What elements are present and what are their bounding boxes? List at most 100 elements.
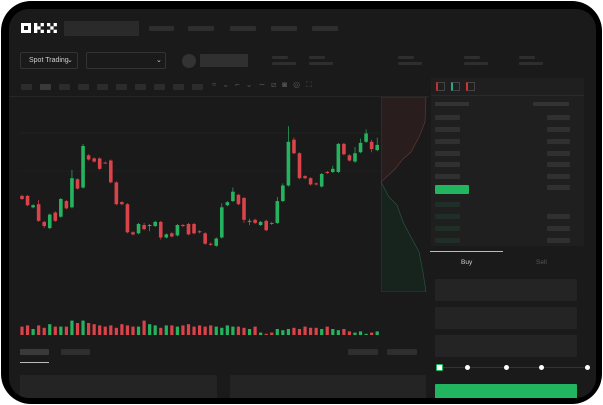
volume-bar: [192, 326, 196, 335]
pair-price: [200, 54, 248, 67]
pair-dropdown[interactable]: ⌄: [86, 52, 166, 69]
candlestick-chart[interactable]: [9, 97, 429, 337]
volume-bar: [353, 332, 357, 335]
timeframe-button[interactable]: [78, 84, 89, 90]
candle-body: [347, 155, 352, 161]
tab-buy[interactable]: Buy: [461, 259, 473, 266]
book-header: [533, 102, 569, 106]
timeframe-button[interactable]: [21, 84, 32, 90]
buy-button[interactable]: [435, 384, 577, 398]
ask-price: [435, 115, 460, 120]
draw-icon[interactable]: ⌐: [235, 80, 246, 89]
slider-stop[interactable]: [539, 365, 544, 370]
bid-amount: [547, 226, 570, 231]
chevron-down-icon[interactable]: ⌄: [245, 80, 259, 89]
candle-body: [231, 191, 235, 202]
stat-value: [272, 62, 296, 65]
candle-body: [120, 202, 124, 205]
chevron-down-icon: ⌄: [156, 57, 162, 64]
volume-bar: [20, 326, 24, 335]
volume-bar: [281, 330, 285, 335]
amount-input[interactable]: [435, 307, 577, 329]
ruler-icon[interactable]: ⧄: [271, 80, 283, 89]
volume-bar: [275, 329, 279, 335]
slider-stop[interactable]: [504, 365, 509, 370]
last-price: [435, 185, 469, 194]
amount-slider[interactable]: [439, 367, 589, 368]
ask-amount: [547, 115, 570, 120]
candle-body: [369, 141, 374, 150]
filter-button[interactable]: [348, 349, 378, 355]
volume-bar: [25, 325, 30, 335]
book-asks-icon[interactable]: [466, 82, 475, 91]
volume-bar: [87, 323, 91, 335]
volume-bar: [292, 327, 296, 335]
nav-item[interactable]: [230, 26, 256, 31]
book-both-icon[interactable]: [436, 82, 445, 91]
volume-bar: [270, 332, 274, 335]
tab-order-history[interactable]: [61, 349, 90, 355]
fullscreen-icon[interactable]: ⛶: [306, 80, 318, 89]
candle-body: [20, 195, 24, 199]
volume-bar: [203, 326, 207, 335]
line-icon[interactable]: ∼: [258, 80, 272, 89]
bid-price: [435, 202, 460, 207]
market-type-label: Spot Trading: [29, 57, 69, 64]
timeframe-button[interactable]: [97, 84, 108, 90]
stat-value: [309, 62, 333, 65]
book-bids-icon[interactable]: [451, 82, 460, 91]
market-type-dropdown[interactable]: Spot Trading ⌄: [20, 52, 78, 69]
candle-body: [131, 232, 135, 235]
candle-body: [181, 225, 185, 227]
ask-price: [435, 162, 460, 167]
nav-item[interactable]: [271, 26, 297, 31]
nav-item[interactable]: [149, 26, 174, 31]
filter-button[interactable]: [387, 349, 417, 355]
stat-label: [398, 56, 414, 59]
tab-underline: [20, 362, 49, 363]
candle-body: [103, 162, 108, 164]
slider-stop[interactable]: [465, 365, 470, 370]
search-box[interactable]: [64, 21, 139, 36]
candle-body: [264, 220, 268, 231]
total-input[interactable]: [435, 335, 577, 357]
nav-item[interactable]: [312, 26, 338, 31]
candle-body: [164, 234, 169, 238]
volume-bar: [114, 327, 118, 335]
timeframe-button[interactable]: [154, 84, 165, 90]
camera-icon[interactable]: ◙: [282, 80, 294, 89]
chevron-down-icon[interactable]: ⌄: [222, 80, 236, 89]
candle-body: [236, 194, 241, 205]
timeframe-button[interactable]: [59, 84, 70, 90]
candle-body: [92, 158, 96, 162]
slider-stop[interactable]: [585, 365, 590, 370]
ask-price: [435, 139, 460, 144]
candle-body: [109, 160, 113, 183]
volume-bar: [103, 326, 107, 335]
candle-body: [275, 201, 280, 223]
chart-tools[interactable]: ≈⌄⌐⌄∼⧄◙◎⛶: [212, 80, 318, 90]
price-input[interactable]: [435, 279, 577, 301]
ask-amount: [547, 174, 570, 179]
volume-bar: [98, 325, 102, 335]
timeframe-button[interactable]: [135, 84, 146, 90]
ask-price: [435, 151, 460, 156]
timeframe-button[interactable]: [173, 84, 184, 90]
volume-bar: [92, 324, 96, 335]
candle-body: [142, 225, 146, 230]
timeframe-button[interactable]: [192, 84, 203, 90]
volume-bar: [264, 333, 268, 335]
volume-bar: [175, 326, 179, 335]
volume-bar: [253, 326, 257, 335]
candle-body: [42, 221, 46, 227]
slider-handle[interactable]: [436, 364, 443, 371]
volume-bar: [120, 324, 124, 335]
candle-body: [175, 225, 180, 236]
timeframe-button[interactable]: [116, 84, 127, 90]
tab-open-orders[interactable]: [20, 349, 49, 355]
settings-icon[interactable]: ◎: [293, 80, 307, 89]
nav-item[interactable]: [188, 26, 214, 31]
tab-sell[interactable]: Sell: [536, 259, 547, 266]
timeframe-button[interactable]: [40, 84, 51, 90]
indicator-icon[interactable]: ≈: [212, 80, 223, 89]
